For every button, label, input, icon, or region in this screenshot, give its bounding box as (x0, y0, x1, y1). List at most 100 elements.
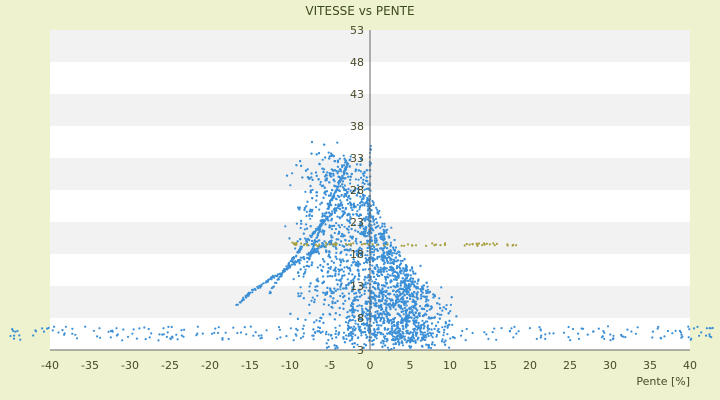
data-point (345, 284, 348, 287)
data-point (383, 335, 386, 338)
data-point (267, 278, 270, 281)
data-point (406, 274, 409, 277)
data-point (121, 339, 124, 342)
data-point (351, 314, 354, 317)
data-point (389, 286, 393, 289)
data-point (481, 244, 484, 247)
data-point (343, 225, 346, 228)
data-point (485, 242, 488, 245)
data-point (115, 327, 118, 330)
data-point (332, 291, 335, 295)
data-point (404, 274, 407, 277)
data-point (376, 257, 379, 260)
data-point (344, 239, 347, 242)
data-point (423, 325, 426, 328)
data-point (375, 318, 378, 321)
data-point (352, 242, 355, 245)
data-point (322, 245, 325, 248)
data-point (352, 345, 355, 349)
data-point (412, 272, 415, 275)
data-point (415, 333, 418, 336)
data-point (381, 236, 384, 239)
data-point (358, 304, 361, 307)
data-point (344, 321, 347, 324)
data-point (377, 304, 380, 307)
data-point (358, 208, 361, 211)
data-point (299, 256, 302, 259)
data-point (322, 281, 325, 284)
data-point (334, 160, 337, 163)
data-point (307, 251, 310, 254)
data-point (341, 210, 344, 213)
data-point (357, 169, 360, 172)
data-point (354, 240, 357, 243)
data-point (345, 194, 348, 198)
data-point (401, 287, 404, 291)
data-point (391, 274, 394, 277)
data-point (329, 295, 332, 298)
data-point (417, 324, 420, 327)
data-point (316, 330, 319, 333)
data-point (446, 326, 449, 329)
data-point (409, 288, 412, 291)
data-point (367, 327, 370, 330)
data-point (362, 178, 365, 181)
data-point (351, 302, 354, 305)
data-point (278, 275, 281, 278)
data-point (375, 263, 378, 267)
data-point (397, 340, 400, 344)
data-point (314, 285, 317, 288)
data-point (346, 311, 349, 314)
data-point (347, 194, 351, 198)
data-point (337, 205, 340, 208)
data-point (406, 300, 409, 303)
data-point (406, 290, 410, 293)
data-point (334, 332, 337, 335)
data-point (378, 294, 381, 297)
data-point (210, 332, 214, 335)
data-point (427, 345, 430, 348)
data-point (379, 319, 382, 322)
data-point (316, 266, 319, 269)
data-point (334, 197, 338, 200)
data-point (276, 273, 279, 276)
data-point (379, 216, 382, 219)
data-point (247, 294, 250, 297)
data-point (323, 186, 326, 189)
data-point (446, 324, 449, 327)
data-point (345, 260, 348, 263)
data-point (315, 227, 318, 230)
data-point (362, 174, 365, 177)
data-point (340, 268, 343, 271)
data-point (314, 251, 317, 254)
data-point (311, 334, 314, 337)
data-point (398, 291, 401, 294)
data-point (352, 280, 355, 283)
data-point (609, 339, 612, 342)
data-point (364, 344, 368, 347)
data-point (359, 295, 362, 298)
data-point (306, 253, 309, 256)
data-point (592, 330, 595, 333)
data-point (428, 316, 431, 319)
data-point (351, 261, 354, 264)
data-point (378, 291, 381, 294)
data-point (357, 325, 360, 328)
data-point (310, 235, 313, 239)
data-point (400, 297, 403, 300)
data-point (327, 151, 330, 154)
data-point (362, 346, 365, 349)
data-point (351, 335, 354, 338)
data-point (314, 171, 318, 174)
data-point (345, 286, 348, 289)
data-point (315, 236, 318, 239)
x-tick-label: 30 (603, 359, 617, 372)
data-point (433, 327, 436, 330)
data-point (337, 170, 340, 173)
data-point (403, 244, 406, 247)
data-point (295, 254, 298, 257)
data-point (379, 226, 382, 229)
data-point (182, 335, 185, 338)
data-point (384, 278, 387, 281)
